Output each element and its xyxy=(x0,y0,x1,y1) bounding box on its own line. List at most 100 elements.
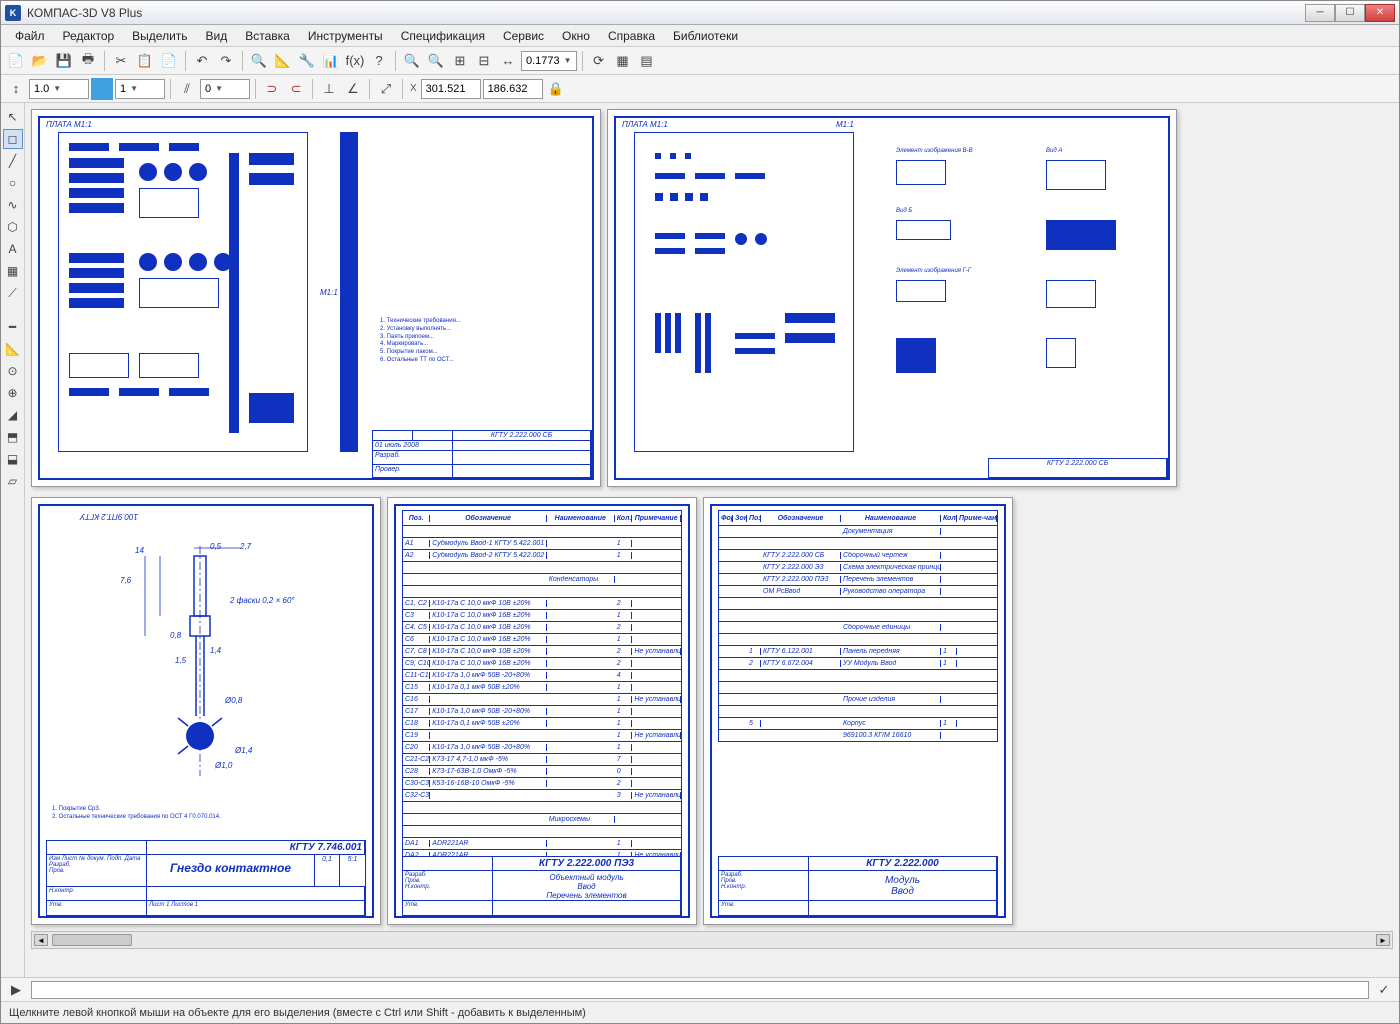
scroll-right-icon[interactable]: ► xyxy=(1376,934,1390,946)
main-window: K КОМПАС-3D V8 Plus ─ ☐ ✕ Файл Редактор … xyxy=(0,0,1400,1024)
pin-drawing xyxy=(100,536,300,796)
zoomwin-icon[interactable]: ⊞ xyxy=(449,50,471,72)
detail-label: Вид Б xyxy=(896,208,912,214)
pan-icon[interactable]: ↔ xyxy=(497,50,519,72)
scale-label-2: М1:1 xyxy=(836,120,854,129)
help-icon[interactable]: ? xyxy=(368,50,390,72)
sheet-spec[interactable]: Фор.ЗонаПоз.ОбозначениеНаименованиеКол.П… xyxy=(703,497,1013,925)
rect-tool-icon[interactable]: ◻ xyxy=(3,129,23,149)
snap-combo[interactable]: 0▼ xyxy=(200,79,250,99)
style-combo[interactable]: 1.0▼ xyxy=(29,79,89,99)
status-text: Щелкните левой кнопкой мыши на объекте д… xyxy=(9,1007,586,1019)
scroll-left-icon[interactable]: ◄ xyxy=(34,934,48,946)
spec-icon[interactable]: 📊 xyxy=(320,50,342,72)
left-toolbar: ↖ ◻ ╱ ○ ∿ ⬡ A ▦ ⟋ ━ 📐 ⊙ ⊕ ◢ ⬒ ⬓ ▱ xyxy=(1,103,25,977)
tech-notes: 1. Технические требования...2. Установку… xyxy=(380,318,550,365)
zoomin-icon[interactable]: 🔍 xyxy=(401,50,423,72)
close-button[interactable]: ✕ xyxy=(1365,4,1395,22)
zoomfit-icon[interactable]: ⊟ xyxy=(473,50,495,72)
menu-window[interactable]: Окно xyxy=(554,27,598,45)
menu-file[interactable]: Файл xyxy=(7,27,53,45)
spec-table-main: Фор.ЗонаПоз.ОбозначениеНаименованиеКол.П… xyxy=(718,510,998,742)
cmd-icon[interactable]: ▶ xyxy=(5,979,27,1001)
menu-service[interactable]: Сервис xyxy=(495,27,552,45)
scroll-thumb[interactable] xyxy=(52,934,132,946)
circle-tool-icon[interactable]: ○ xyxy=(3,173,23,193)
coord-x-input[interactable] xyxy=(421,79,481,99)
minimize-button[interactable]: ─ xyxy=(1305,4,1335,22)
sheet-detail-pin[interactable]: 100.9ПТ.2 КГТУ xyxy=(31,497,381,925)
menu-view[interactable]: Вид xyxy=(198,27,236,45)
scale-label: М1:1 xyxy=(320,288,338,297)
magnet2-icon[interactable]: ⊂ xyxy=(285,78,307,100)
zoomout-icon[interactable]: 🔍 xyxy=(425,50,447,72)
sheet-pe3[interactable]: Поз.ОбозначениеНаименованиеКол.Примечани… xyxy=(387,497,697,925)
zoom-combo[interactable]: 0.1773▼ xyxy=(521,51,577,71)
menu-editor[interactable]: Редактор xyxy=(55,27,123,45)
status-bar: Щелкните левой кнопкой мыши на объекте д… xyxy=(1,1001,1399,1023)
rot-label: 100.9ПТ.2 КГТУ xyxy=(80,512,138,521)
copy-icon[interactable]: 📋 xyxy=(134,50,156,72)
sheet-label-2: ПЛАТА М1:1 xyxy=(622,120,668,129)
paste-icon[interactable]: 📄 xyxy=(158,50,180,72)
hatch-icon[interactable]: ⫽ xyxy=(176,78,198,100)
menu-spec[interactable]: Спецификация xyxy=(393,27,493,45)
chamfer-tool-icon[interactable]: ◢ xyxy=(3,405,23,425)
layers-icon[interactable]: ▤ xyxy=(636,50,658,72)
pin-notes: 1. Покрытие Ср3. 2. Остальные технически… xyxy=(52,806,312,822)
layer-combo[interactable]: 1▼ xyxy=(115,79,165,99)
polar-icon[interactable]: ∠ xyxy=(342,78,364,100)
window-title: КОМПАС-3D V8 Plus xyxy=(27,6,1305,20)
magnet1-icon[interactable]: ⊃ xyxy=(261,78,283,100)
color-icon[interactable] xyxy=(91,78,113,100)
fx-icon[interactable]: f(x) xyxy=(344,50,366,72)
hscrollbar[interactable]: ◄ ► xyxy=(31,931,1393,949)
refresh-icon[interactable]: ⟳ xyxy=(588,50,610,72)
undo-icon[interactable]: ↶ xyxy=(191,50,213,72)
maximize-button[interactable]: ☐ xyxy=(1335,4,1365,22)
detail-label: Вид А xyxy=(1046,148,1062,154)
settings-icon[interactable]: 🔧 xyxy=(296,50,318,72)
line-tool-icon[interactable]: ╱ xyxy=(3,151,23,171)
xy-icon[interactable]: ⤢ xyxy=(375,78,397,100)
poly-tool-icon[interactable]: ⬡ xyxy=(3,217,23,237)
grid-icon[interactable]: ▦ xyxy=(612,50,634,72)
hatch-tool-icon[interactable]: ▦ xyxy=(3,261,23,281)
canvas-area[interactable]: ПЛАТА М1:1 xyxy=(25,103,1399,977)
copy-tool-icon[interactable]: ▱ xyxy=(3,471,23,491)
detail-label: Элемент изображения Г-Г xyxy=(896,268,971,274)
coord-lock-icon[interactable]: 🔒 xyxy=(545,78,567,100)
toolbar-props: ↕ 1.0▼ 1▼ ⫽ 0▼ ⊃ ⊂ ⊥ ∠ ⤢ X 🔒 xyxy=(1,75,1399,103)
open-icon[interactable]: 📂 xyxy=(29,50,51,72)
sheet-assembly-2[interactable]: ПЛАТА М1:1 М1:1 xyxy=(607,109,1177,487)
command-input[interactable] xyxy=(31,981,1369,999)
print-icon[interactable]: 🖶 xyxy=(77,50,99,72)
menu-libs[interactable]: Библиотеки xyxy=(665,27,746,45)
save-icon[interactable]: 💾 xyxy=(53,50,75,72)
point-tool-icon[interactable]: ⊕ xyxy=(3,383,23,403)
coord-x-label: X xyxy=(408,83,419,94)
center-tool-icon[interactable]: ⊙ xyxy=(3,361,23,381)
dim-tool-icon[interactable]: ⟋ xyxy=(3,283,23,303)
measure-icon[interactable]: 📐 xyxy=(272,50,294,72)
select-tool-icon[interactable]: ↖ xyxy=(3,107,23,127)
arc-tool-icon[interactable]: ∿ xyxy=(3,195,23,215)
redo-icon[interactable]: ↷ xyxy=(215,50,237,72)
text-tool-icon[interactable]: A xyxy=(3,239,23,259)
sheet-assembly-1[interactable]: ПЛАТА М1:1 xyxy=(31,109,601,487)
cmd-ok-icon[interactable]: ✓ xyxy=(1373,979,1395,1001)
find-icon[interactable]: 🔍 xyxy=(248,50,270,72)
cut-icon[interactable]: ✂ xyxy=(110,50,132,72)
fillet-tool-icon[interactable]: ⬒ xyxy=(3,427,23,447)
menu-insert[interactable]: Вставка xyxy=(237,27,298,45)
coord-y-input[interactable] xyxy=(483,79,543,99)
style-icon[interactable]: ↕ xyxy=(5,78,27,100)
menu-tools[interactable]: Инструменты xyxy=(300,27,391,45)
hline-tool-icon[interactable]: ━ xyxy=(3,317,23,337)
menu-help[interactable]: Справка xyxy=(600,27,663,45)
menu-select[interactable]: Выделить xyxy=(124,27,195,45)
angle-tool-icon[interactable]: 📐 xyxy=(3,339,23,359)
new-icon[interactable]: 📄 xyxy=(5,50,27,72)
move-tool-icon[interactable]: ⬓ xyxy=(3,449,23,469)
ortho-icon[interactable]: ⊥ xyxy=(318,78,340,100)
